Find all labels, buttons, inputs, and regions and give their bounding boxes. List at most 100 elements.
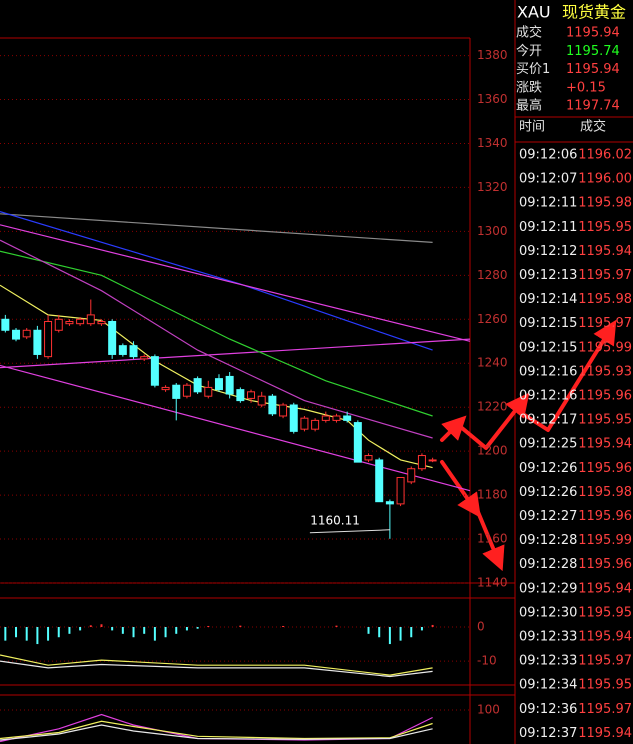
indicator-line (0, 338, 471, 369)
histogram-bar (121, 627, 124, 634)
quote-value: +0.15 (566, 80, 606, 95)
indicator-line (0, 720, 433, 740)
symbol: XAU (517, 3, 551, 22)
candle-body (311, 419, 320, 430)
quote-label: 最高 (516, 98, 542, 114)
candle-body (236, 389, 245, 402)
trade-price: 1195.96 (578, 557, 632, 572)
indicator-line (0, 213, 433, 243)
trade-time: 09:12:25 (519, 437, 577, 452)
candle-body (182, 384, 191, 397)
histogram-bar (4, 627, 7, 641)
trade-price: 1195.94 (578, 630, 632, 645)
trade-price: 1195.94 (578, 726, 632, 741)
indicator-line (0, 250, 433, 417)
histogram-bar (143, 627, 146, 634)
histogram-bar (410, 627, 413, 638)
trade-price: 1195.94 (578, 244, 632, 259)
histogram-bar (89, 625, 92, 627)
histogram-bar (153, 627, 156, 641)
candle-body (257, 395, 266, 406)
indicator-line (0, 654, 433, 676)
histogram-bar (25, 627, 28, 641)
y-tick-label: 0 (477, 620, 485, 634)
candle-body (300, 417, 309, 430)
quote-value: 1195.94 (566, 62, 620, 77)
y-tick-label: 1360 (477, 92, 508, 106)
histogram-bar (68, 627, 71, 634)
header-price: 成交 (580, 119, 606, 135)
low-label: 1160.11 (310, 513, 360, 527)
histogram-bar (111, 627, 114, 631)
indicator-line (0, 284, 433, 469)
candle-body (86, 314, 95, 325)
trade-price: 1196.02 (578, 148, 632, 163)
histogram-bar (431, 624, 434, 627)
y-tick-label: 1280 (477, 268, 508, 282)
candle-body (321, 415, 330, 421)
candle-body (225, 375, 234, 395)
histogram-bar (378, 627, 381, 638)
y-tick-label: 1240 (477, 356, 508, 370)
candle-body (279, 404, 288, 417)
indicator-line (0, 224, 471, 342)
candle-body (343, 415, 352, 421)
y-tick-label: 1260 (477, 312, 508, 326)
annotation-arrows (440, 319, 617, 572)
y-tick-label: 1220 (477, 400, 508, 414)
y-tick-label: -10 (477, 654, 497, 668)
trade-price: 1195.94 (578, 581, 632, 596)
candle-body (375, 459, 384, 503)
candle-body (385, 501, 394, 505)
histogram-bar (47, 627, 50, 641)
trade-time: 09:12:11 (519, 220, 577, 235)
quote-label: 买价1 (516, 62, 550, 77)
trade-price: 1195.95 (578, 605, 632, 620)
trade-time: 09:12:27 (519, 509, 577, 524)
histogram-bar (367, 627, 370, 634)
trade-price: 1195.98 (578, 485, 632, 500)
trade-time: 09:12:26 (519, 461, 577, 476)
quote-label: 成交 (516, 25, 542, 41)
header-time: 时间 (519, 120, 545, 135)
trade-price: 1195.97 (578, 316, 632, 331)
candle-body (22, 329, 31, 338)
quote-value: 1195.74 (566, 44, 620, 59)
candle-body (33, 329, 42, 355)
histogram-bar (399, 627, 402, 641)
histogram-bar (388, 627, 391, 645)
trade-time: 09:12:30 (519, 605, 577, 620)
histogram-bar (15, 627, 18, 638)
candle-body (332, 415, 341, 421)
histogram-bar (164, 627, 167, 638)
trade-price: 1195.96 (578, 389, 632, 404)
histogram-bar (207, 625, 210, 627)
trade-time: 09:12:17 (519, 413, 577, 428)
quote-value: 1195.94 (566, 26, 620, 41)
candle-body (289, 404, 298, 432)
histogram-bar (185, 627, 188, 631)
trade-price: 1195.95 (578, 678, 632, 693)
candle-body (76, 318, 85, 325)
trade-time: 09:12:06 (519, 148, 577, 163)
candle-body (214, 378, 223, 391)
trade-time: 09:12:07 (519, 172, 577, 187)
quote-panel: XAU 现货黄金 时间 成交 (517, 3, 626, 135)
candle-body (247, 391, 256, 399)
trade-time: 09:12:14 (519, 292, 577, 307)
histogram-bar (57, 627, 60, 638)
trade-price: 1195.97 (578, 702, 632, 717)
trade-time: 09:12:28 (519, 533, 577, 548)
candle-body (97, 320, 106, 325)
candle-body (140, 356, 149, 360)
trade-price: 1195.97 (578, 268, 632, 283)
indicator-line (0, 660, 433, 678)
trade-time: 09:12:33 (519, 654, 577, 669)
trade-price: 1195.98 (578, 292, 632, 307)
candle-body (161, 386, 170, 391)
histogram-bar (100, 624, 103, 627)
y-tick-label: 1340 (477, 136, 508, 150)
y-tick-label: 100 (477, 703, 500, 717)
trade-price: 1195.96 (578, 461, 632, 476)
